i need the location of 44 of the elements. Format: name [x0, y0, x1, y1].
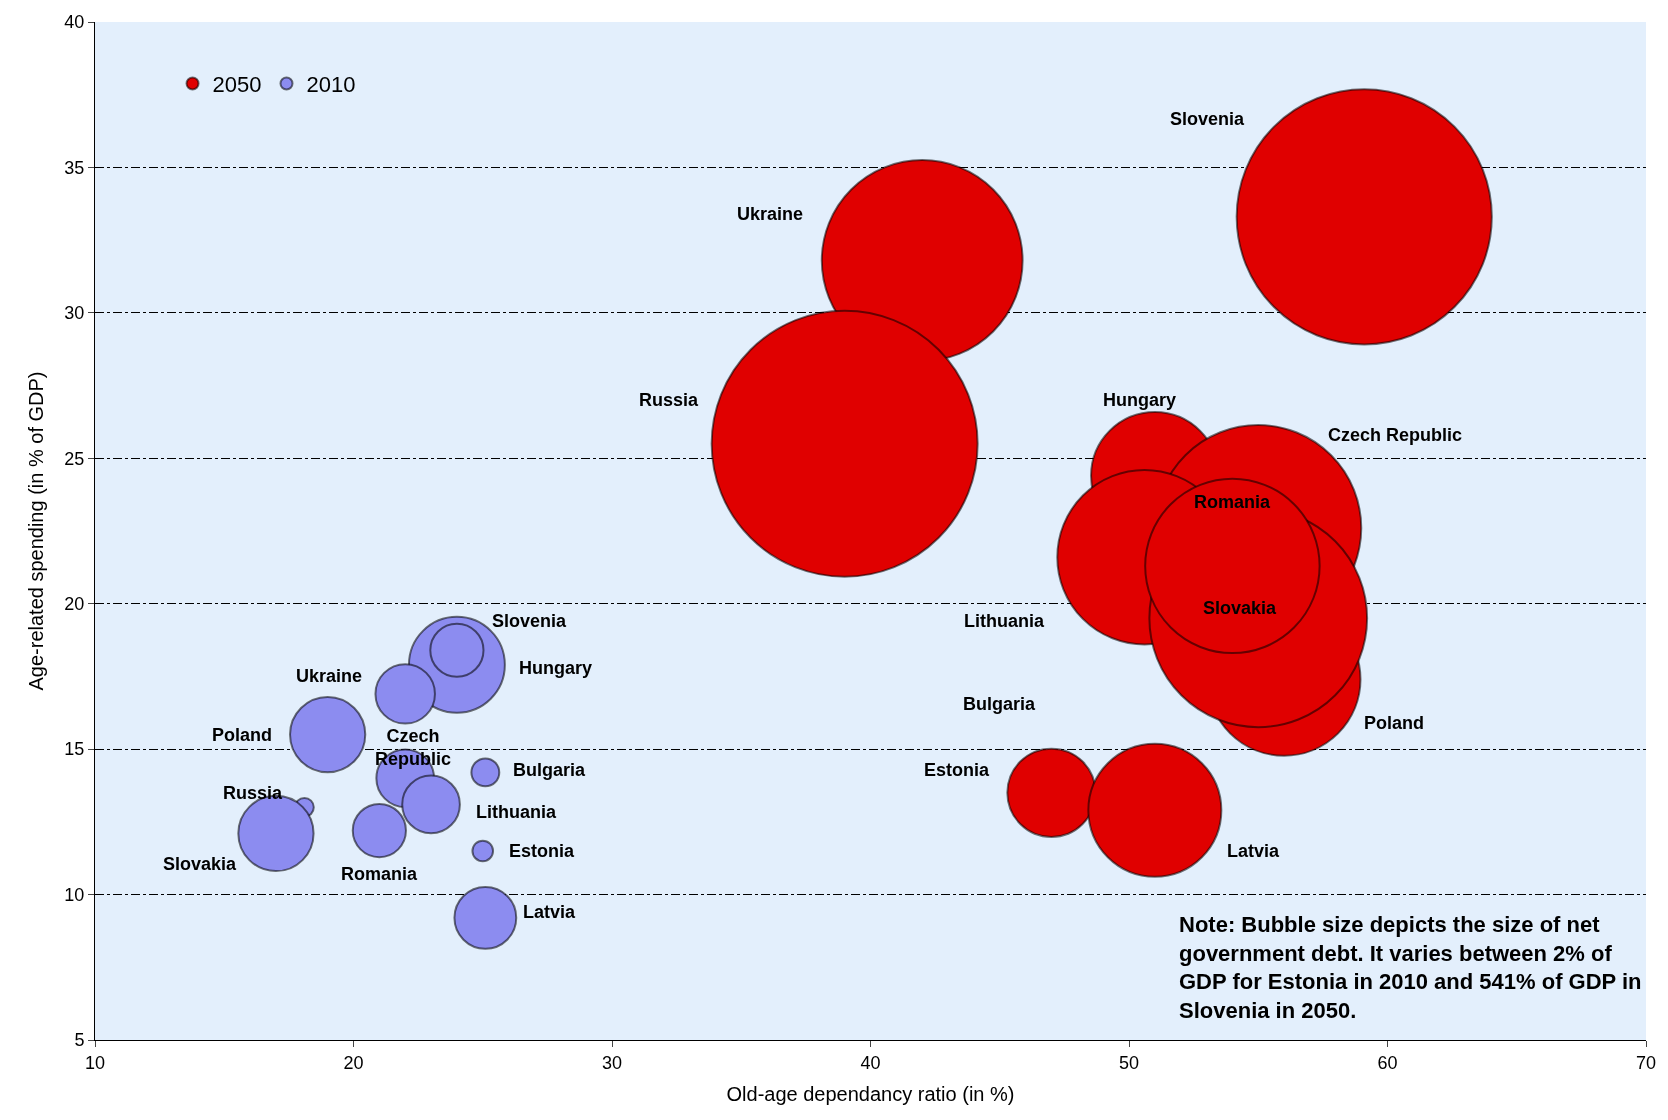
annotation: Czech Republic — [1328, 425, 1463, 445]
x-tick-label: 40 — [860, 1052, 881, 1073]
annotation: Hungary — [1103, 390, 1177, 410]
y-tick-label: 35 — [64, 157, 85, 178]
annotation: Ukraine — [737, 204, 804, 224]
annotation: Bulgaria — [963, 694, 1037, 714]
y-axis-title: Age-related spending (in % of GDP) — [24, 371, 47, 691]
annotation: Czech Republic — [375, 726, 452, 770]
x-tick-label: 20 — [343, 1052, 364, 1073]
annotation: Slovakia — [163, 854, 238, 874]
annotation: Poland — [212, 725, 273, 745]
annotation: Lithuania — [964, 611, 1045, 631]
annotation: Estonia — [509, 841, 575, 861]
annotation: Russia — [223, 783, 284, 803]
x-tick-label: 70 — [1635, 1052, 1657, 1073]
legend-label: 2010 — [306, 72, 356, 98]
x-axis-title: Old-age dependancy ratio (in %) — [726, 1083, 1015, 1106]
x-tick-label: 10 — [84, 1052, 106, 1073]
y-tick-label: 40 — [64, 12, 85, 33]
y-tick-label: 30 — [64, 303, 85, 324]
annotation: Ukraine — [296, 666, 363, 686]
annotation: Poland — [1364, 713, 1425, 733]
x-tick-label: 60 — [1377, 1052, 1398, 1073]
annotation: Estonia — [924, 760, 990, 780]
y-tick-label: 15 — [64, 739, 85, 760]
annotation: Romania — [1194, 492, 1272, 512]
y-tick-label: 25 — [64, 448, 85, 469]
annotation: Slovenia — [492, 611, 568, 631]
annotation: Bulgaria — [513, 760, 587, 780]
y-tick-label: 20 — [64, 594, 85, 615]
x-tick-label: 50 — [1118, 1052, 1140, 1073]
annotation: Hungary — [519, 658, 593, 678]
annotation: Lithuania — [476, 802, 557, 822]
annotation: Note: Bubble size depicts the size of net government debt. It varies between 2% of GDP for Estonia in 2010 and 541% of GDP in Slovenia in 2050. — [1179, 912, 1642, 1023]
annotation: Romania — [341, 864, 419, 884]
annotation: Latvia — [523, 902, 577, 922]
y-tick-label: 10 — [64, 884, 85, 905]
y-tick-label: 5 — [74, 1030, 85, 1051]
legend-label: 2050 — [212, 72, 262, 98]
annotation: Slovakia — [1203, 598, 1278, 618]
x-tick-label: 30 — [601, 1052, 623, 1073]
annotation: Latvia — [1227, 841, 1281, 861]
annotation: Slovenia — [1170, 109, 1246, 129]
annotation: Russia — [639, 390, 700, 410]
